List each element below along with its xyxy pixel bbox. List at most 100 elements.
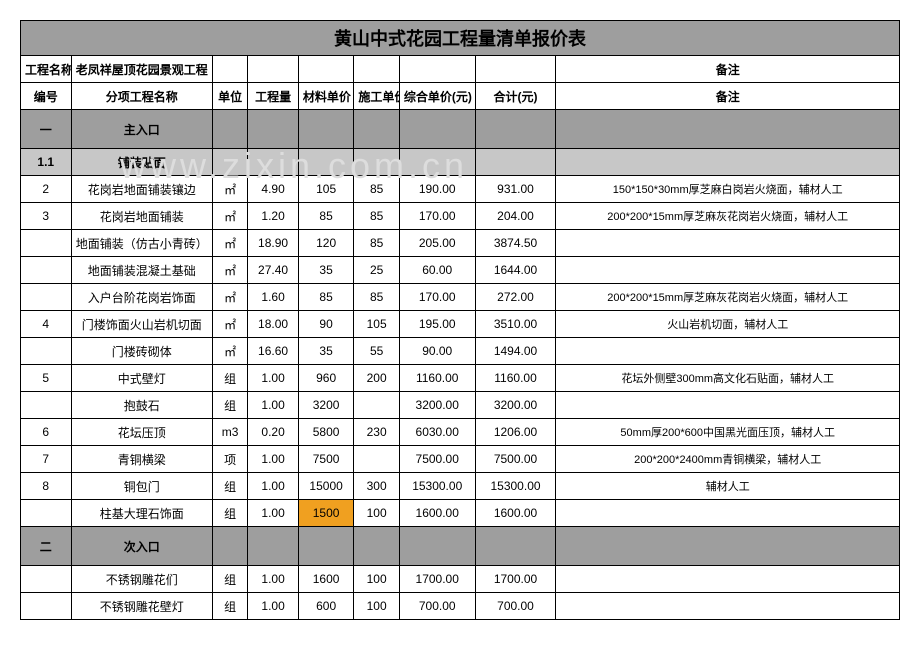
cell-unit: ㎡ (212, 230, 247, 257)
cell-no: 2 (21, 176, 72, 203)
cell-no (21, 500, 72, 527)
cell-qty: 27.40 (248, 257, 299, 284)
section-row: 一主入口 (21, 110, 900, 149)
table-row: 入户台阶花岗岩饰面㎡1.608585170.00272.00200*200*15… (21, 284, 900, 311)
cell-note (556, 593, 900, 620)
table-row: 8铜包门组1.001500030015300.0015300.00辅材人工 (21, 473, 900, 500)
section-no: 二 (21, 527, 72, 566)
cell-mat: 960 (298, 365, 354, 392)
table-row: 柱基大理石饰面组1.0015001001600.001600.00 (21, 500, 900, 527)
col-no: 编号 (21, 83, 72, 110)
cell-note: 200*200*15mm厚芝麻灰花岗岩火烧面，辅材人工 (556, 284, 900, 311)
cell-note: 50mm厚200*600中国黑光面压顶，辅材人工 (556, 419, 900, 446)
cell-no: 4 (21, 311, 72, 338)
cell-unit: 组 (212, 566, 247, 593)
cell-unit: ㎡ (212, 311, 247, 338)
cell-no (21, 284, 72, 311)
header-row-1: 工程名称老凤祥屋顶花园景观工程备注 (21, 56, 900, 83)
cell-note (556, 500, 900, 527)
cell-qty: 1.20 (248, 203, 299, 230)
cell-unitprice: 90.00 (399, 338, 475, 365)
cell-mat: 600 (298, 593, 354, 620)
cell-mat: 35 (298, 338, 354, 365)
cell-lab: 300 (354, 473, 399, 500)
table-row: 不锈钢雕花们组1.0016001001700.001700.00 (21, 566, 900, 593)
cell-unitprice: 1600.00 (399, 500, 475, 527)
cell-no (21, 566, 72, 593)
cell-no: 5 (21, 365, 72, 392)
quote-table-container: www.zixin.com.cn 黄山中式花园工程量清单报价表工程名称老凤祥屋顶… (20, 20, 900, 620)
table-row: 门楼砖砌体㎡16.60355590.001494.00 (21, 338, 900, 365)
cell-unitprice: 700.00 (399, 593, 475, 620)
page-title: 黄山中式花园工程量清单报价表 (21, 21, 900, 56)
cell-lab: 100 (354, 500, 399, 527)
cell-mat: 7500 (298, 446, 354, 473)
table-row: 地面铺装混凝土基础㎡27.40352560.001644.00 (21, 257, 900, 284)
cell-qty: 1.00 (248, 593, 299, 620)
cell-qty: 1.00 (248, 500, 299, 527)
cell-name: 青铜横梁 (71, 446, 212, 473)
cell-qty: 1.00 (248, 392, 299, 419)
cell-total: 3200.00 (475, 392, 556, 419)
cell-lab: 100 (354, 593, 399, 620)
cell-unit: 组 (212, 473, 247, 500)
cell-no: 8 (21, 473, 72, 500)
cell-total: 3510.00 (475, 311, 556, 338)
table-row: 抱鼓石组1.0032003200.003200.00 (21, 392, 900, 419)
cell-unitprice: 7500.00 (399, 446, 475, 473)
cell-unit: 组 (212, 500, 247, 527)
cell-lab: 200 (354, 365, 399, 392)
cell-lab: 85 (354, 203, 399, 230)
cell-unitprice: 15300.00 (399, 473, 475, 500)
cell-lab (354, 446, 399, 473)
cell-name: 入户台阶花岗岩饰面 (71, 284, 212, 311)
cell-total: 1600.00 (475, 500, 556, 527)
table-row: 6花坛压顶m30.2058002306030.001206.0050mm厚200… (21, 419, 900, 446)
cell-qty: 0.20 (248, 419, 299, 446)
cell-no: 6 (21, 419, 72, 446)
cell-name: 地面铺装（仿古小青砖） (71, 230, 212, 257)
col-note: 备注 (556, 83, 900, 110)
table-row: 7青铜横梁项1.0075007500.007500.00200*200*2400… (21, 446, 900, 473)
cell-name: 花岗岩地面铺装 (71, 203, 212, 230)
label-remark: 备注 (556, 56, 900, 83)
cell-unitprice: 6030.00 (399, 419, 475, 446)
cell-note: 辅材人工 (556, 473, 900, 500)
cell-unit: m3 (212, 419, 247, 446)
cell-unitprice: 205.00 (399, 230, 475, 257)
cell-unitprice: 1160.00 (399, 365, 475, 392)
value-projectname: 老凤祥屋顶花园景观工程 (71, 56, 212, 83)
col-unit: 单位 (212, 83, 247, 110)
cell-unitprice: 1700.00 (399, 566, 475, 593)
cell-lab: 105 (354, 311, 399, 338)
cell-qty: 1.00 (248, 473, 299, 500)
cell-name: 花岗岩地面铺装镶边 (71, 176, 212, 203)
header-row-2: 编号分项工程名称单位工程量材料单价施工单价综合单价(元)合计(元)备注 (21, 83, 900, 110)
subsection-no: 1.1 (21, 149, 72, 176)
subsection-row: 1.1铺装贴面 (21, 149, 900, 176)
cell-name: 抱鼓石 (71, 392, 212, 419)
table-row: 5中式壁灯组1.009602001160.001160.00花坛外侧壁300mm… (21, 365, 900, 392)
cell-note (556, 566, 900, 593)
cell-no: 7 (21, 446, 72, 473)
col-name: 分项工程名称 (71, 83, 212, 110)
cell-total: 1494.00 (475, 338, 556, 365)
cell-unitprice: 190.00 (399, 176, 475, 203)
cell-qty: 18.90 (248, 230, 299, 257)
cell-name: 门楼饰面火山岩机切面 (71, 311, 212, 338)
cell-name: 不锈钢雕花们 (71, 566, 212, 593)
cell-no (21, 230, 72, 257)
cell-unit: ㎡ (212, 284, 247, 311)
cell-unit: ㎡ (212, 257, 247, 284)
table-row: 2花岗岩地面铺装镶边㎡4.9010585190.00931.00150*150*… (21, 176, 900, 203)
cell-qty: 1.00 (248, 566, 299, 593)
cell-lab: 230 (354, 419, 399, 446)
col-lab: 施工单价 (354, 83, 399, 110)
cell-unitprice: 195.00 (399, 311, 475, 338)
cell-total: 15300.00 (475, 473, 556, 500)
cell-unitprice: 3200.00 (399, 392, 475, 419)
col-total: 合计(元) (475, 83, 556, 110)
cell-total: 1206.00 (475, 419, 556, 446)
cell-name: 门楼砖砌体 (71, 338, 212, 365)
cell-no (21, 593, 72, 620)
